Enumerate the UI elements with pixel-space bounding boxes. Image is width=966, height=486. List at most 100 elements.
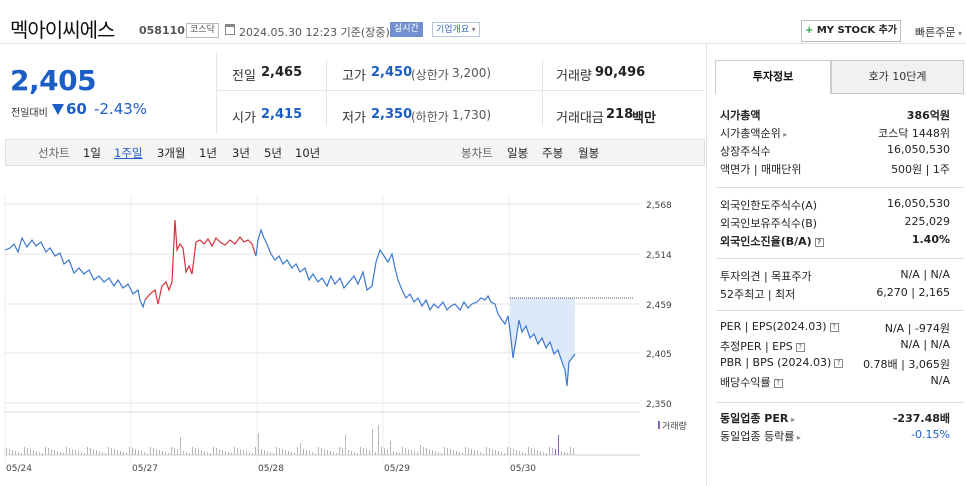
volume-bar xyxy=(390,441,391,455)
volume-bar xyxy=(285,450,286,455)
volume-bar xyxy=(342,448,343,455)
volume-bar xyxy=(447,448,448,455)
candle-monthly[interactable]: 월봉 xyxy=(578,146,600,160)
volume-bar xyxy=(567,453,568,455)
y-tick-label: 2,459 xyxy=(646,301,672,311)
volume-bar xyxy=(18,452,19,455)
volume-legend-swatch xyxy=(658,421,660,429)
period-3y[interactable]: 3년 xyxy=(232,146,250,160)
volume-bar xyxy=(297,447,298,455)
realtime-badge[interactable]: 실시간 xyxy=(390,22,423,37)
volume-bar xyxy=(231,453,232,455)
corp-info-dropdown[interactable]: 기업개요 ▾ xyxy=(432,22,480,37)
volume-bar xyxy=(111,448,112,455)
price-chart[interactable]: 2,568 2,514 2,459 2,405 2,350 거래량 05/24 … xyxy=(0,190,706,486)
volume-bar xyxy=(336,453,337,455)
info-value: 6,270 | 2,165 xyxy=(876,286,950,299)
tab-invest-info[interactable]: 투자정보 xyxy=(715,60,831,94)
volume-bar xyxy=(276,447,277,455)
volume-bar xyxy=(213,447,214,455)
volume-bar xyxy=(222,450,223,455)
period-3m[interactable]: 3개월 xyxy=(157,146,186,160)
price-line-up-segment xyxy=(144,219,257,305)
volume-bar xyxy=(558,435,559,455)
period-1y[interactable]: 1년 xyxy=(199,146,217,160)
chevron-right-icon[interactable]: ▸ xyxy=(794,433,801,442)
stock-code: 058110 xyxy=(139,24,185,37)
volume-bar xyxy=(84,453,85,455)
volume-bar xyxy=(474,450,475,455)
volume-bar xyxy=(243,450,244,455)
volume-bar xyxy=(498,451,499,455)
info-label: 액면가 | 매매단위 xyxy=(720,163,802,176)
info-row: 시가총액 386억원 xyxy=(720,107,950,123)
volume-bar xyxy=(429,449,430,455)
lower-limit-label: (하한가 xyxy=(411,110,449,124)
volume-bar xyxy=(42,453,43,455)
y-tick-label: 2,405 xyxy=(646,350,672,360)
volume-bar xyxy=(393,451,394,455)
info-row: 액면가 | 매매단위 500원 | 1주 xyxy=(720,161,950,177)
volume-legend-label: 거래량 xyxy=(662,420,687,432)
period-1w[interactable]: 1주일 xyxy=(114,146,143,160)
x-tick-label: 05/28 xyxy=(258,464,284,474)
volume-bar xyxy=(165,452,166,455)
volume-bar xyxy=(171,447,172,455)
volume-bar xyxy=(159,450,160,455)
volume-bar xyxy=(66,447,67,455)
volume-bar xyxy=(303,449,304,455)
help-icon[interactable]: ? xyxy=(795,342,805,352)
volume-bar xyxy=(249,452,250,455)
volume-bar xyxy=(351,451,352,455)
mystock-add-button[interactable]: + MY STOCK 추가 xyxy=(801,20,901,42)
candle-daily[interactable]: 일봉 xyxy=(507,146,529,160)
period-10y[interactable]: 10년 xyxy=(295,146,321,160)
period-1d[interactable]: 1일 xyxy=(83,146,101,160)
volume-bar xyxy=(123,452,124,455)
volume-bar xyxy=(573,448,574,455)
volume-bar xyxy=(63,453,64,455)
period-5y[interactable]: 5년 xyxy=(264,146,282,160)
info-label: 동일업종 PER xyxy=(720,412,789,425)
help-icon[interactable]: ? xyxy=(814,237,824,247)
chevron-right-icon[interactable]: ▸ xyxy=(788,415,796,424)
info-value: 225,029 xyxy=(904,215,951,228)
info-row: 상장주식수 16,050,530 xyxy=(720,143,950,159)
volume-bar xyxy=(72,449,73,455)
volume-bar xyxy=(114,449,115,455)
high-value: 2,450 xyxy=(371,65,413,80)
volume-bar xyxy=(321,448,322,455)
info-label: 추정PER | EPS xyxy=(720,340,793,353)
volume-bar xyxy=(306,450,307,455)
volume-bar xyxy=(318,447,319,455)
info-row: 동일업종 등락률 ▸ -0.15% xyxy=(720,428,950,444)
volume-bar xyxy=(450,449,451,455)
help-icon[interactable]: ? xyxy=(834,358,844,368)
volume-bar xyxy=(381,447,382,455)
volume-bar xyxy=(312,452,313,455)
calendar-icon xyxy=(225,24,235,35)
chevron-right-icon[interactable]: ▸ xyxy=(780,130,788,139)
divider xyxy=(216,52,217,134)
info-value: -0.15% xyxy=(911,428,950,441)
volume-bar xyxy=(48,448,49,455)
volume-bar xyxy=(477,451,478,455)
candle-weekly[interactable]: 주봉 xyxy=(542,146,564,160)
volume-bar xyxy=(225,451,226,455)
help-icon[interactable]: ? xyxy=(773,378,783,388)
volume-bar xyxy=(330,451,331,455)
low-label: 저가 xyxy=(342,111,366,126)
volume-bar xyxy=(174,448,175,455)
info-value: N/A | N/A xyxy=(900,268,950,281)
volume-bar xyxy=(69,448,70,455)
quick-order-button[interactable]: 빠른주문 ▾ xyxy=(915,26,963,39)
volume-bar xyxy=(360,447,361,455)
info-row: 52주최고 | 최저 6,270 | 2,165 xyxy=(720,286,950,302)
help-icon[interactable]: ? xyxy=(829,322,839,332)
volume-bar xyxy=(465,447,466,455)
volume-bar xyxy=(216,448,217,455)
down-triangle-icon xyxy=(52,104,64,115)
volume-bar xyxy=(150,447,151,455)
volume-bar xyxy=(6,448,7,455)
tab-orderbook[interactable]: 호가 10단계 xyxy=(831,60,964,94)
